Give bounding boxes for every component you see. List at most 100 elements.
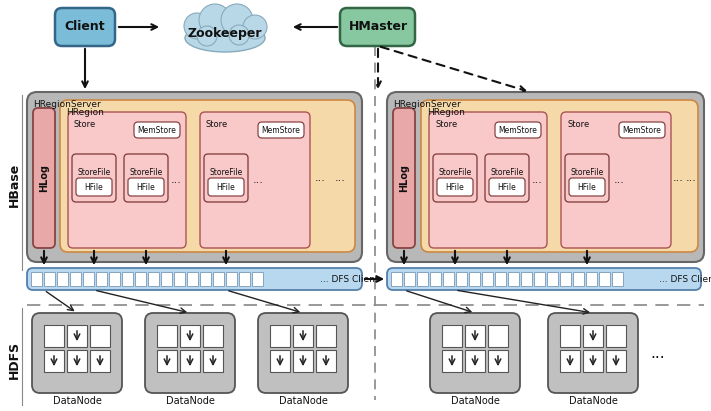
Bar [560,272,571,286]
Bar [67,350,87,372]
Bar [442,350,462,372]
Text: StoreFile: StoreFile [209,168,242,176]
Bar [560,350,580,372]
FancyBboxPatch shape [393,108,415,248]
Bar [316,325,336,347]
Bar [239,272,250,286]
Bar [465,325,485,347]
Bar [252,272,263,286]
FancyBboxPatch shape [128,178,164,196]
FancyBboxPatch shape [27,268,362,290]
FancyBboxPatch shape [258,122,304,138]
Bar [606,350,626,372]
Bar [442,325,462,347]
Text: ...: ... [335,173,346,183]
FancyBboxPatch shape [548,313,638,393]
FancyBboxPatch shape [387,92,704,262]
FancyBboxPatch shape [32,313,122,393]
Text: ...: ... [673,173,683,183]
Text: HLog: HLog [39,164,49,192]
Bar [90,325,110,347]
FancyBboxPatch shape [437,178,473,196]
Text: HFile: HFile [498,182,516,192]
Bar [157,325,177,347]
FancyBboxPatch shape [72,154,116,202]
Bar [96,272,107,286]
FancyBboxPatch shape [33,108,55,248]
FancyBboxPatch shape [387,268,701,290]
Bar [226,272,237,286]
Bar [417,272,428,286]
Bar [213,272,224,286]
Text: DataNode: DataNode [279,396,328,406]
FancyBboxPatch shape [76,178,112,196]
Bar [270,350,290,372]
FancyBboxPatch shape [619,122,665,138]
Bar [174,272,185,286]
Bar [404,272,415,286]
FancyBboxPatch shape [561,112,671,248]
Bar [469,272,480,286]
Bar [586,272,597,286]
FancyBboxPatch shape [258,313,348,393]
Text: ... DFS Client: ... DFS Client [320,275,378,284]
Bar [135,272,146,286]
Text: ...: ... [614,175,624,185]
Bar [90,350,110,372]
Text: StoreFile: StoreFile [491,168,523,176]
Text: MemStore: MemStore [262,125,301,134]
Text: ...: ... [685,173,697,183]
FancyBboxPatch shape [569,178,605,196]
Text: HFile: HFile [446,182,464,192]
Text: ...: ... [314,173,326,183]
FancyBboxPatch shape [55,8,115,46]
Text: StoreFile: StoreFile [129,168,163,176]
Bar [391,272,402,286]
Bar [157,350,177,372]
Bar [443,272,454,286]
Bar [583,325,603,347]
FancyBboxPatch shape [489,178,525,196]
Bar [44,272,55,286]
Bar [200,272,211,286]
Text: ...: ... [651,346,665,360]
Bar [488,350,508,372]
Bar [293,350,313,372]
Text: DataNode: DataNode [451,396,499,406]
FancyBboxPatch shape [204,154,248,202]
Bar [180,350,200,372]
Ellipse shape [185,24,265,52]
Bar [482,272,493,286]
Bar [161,272,172,286]
Text: MemStore: MemStore [137,125,176,134]
Text: HRegionServer: HRegionServer [33,100,101,109]
Text: Zookeeper: Zookeeper [188,28,262,41]
FancyBboxPatch shape [430,313,520,393]
Circle shape [197,26,217,46]
Bar [203,325,223,347]
Circle shape [229,25,249,45]
Bar [495,272,506,286]
Bar [187,272,198,286]
Bar [203,350,223,372]
Text: Store: Store [435,120,457,129]
Bar [44,350,64,372]
Bar [606,325,626,347]
Text: HBase: HBase [8,163,21,207]
FancyBboxPatch shape [68,112,186,248]
Bar [560,325,580,347]
Bar [456,272,467,286]
Text: MemStore: MemStore [498,125,538,134]
Circle shape [243,15,267,39]
Text: HRegion: HRegion [427,108,465,117]
Text: ... DFS Client: ... DFS Client [659,275,711,284]
Bar [70,272,81,286]
Bar [180,325,200,347]
Text: HFile: HFile [85,182,103,192]
Text: MemStore: MemStore [623,125,661,134]
Bar [67,325,87,347]
Bar [508,272,519,286]
Bar [122,272,133,286]
Text: ...: ... [171,175,181,185]
Bar [612,272,623,286]
